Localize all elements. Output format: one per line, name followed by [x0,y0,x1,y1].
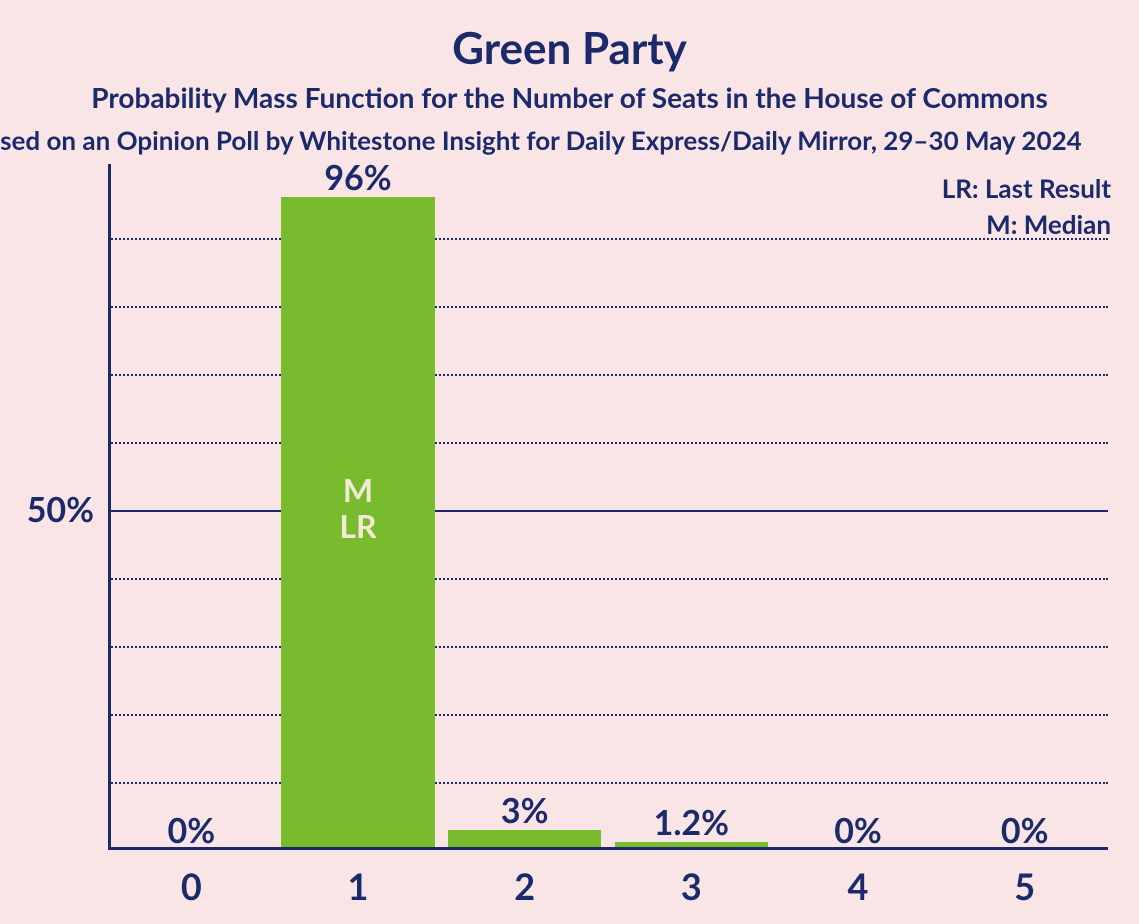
gridline-minor [108,442,1108,444]
bar-value-label: 0% [108,810,275,851]
gridline-minor [108,238,1108,240]
x-axis-tick-label: 5 [941,864,1108,908]
x-axis-tick-label: 4 [775,864,942,908]
gridline-minor [108,782,1108,784]
bar-value-label: 0% [775,810,942,851]
chart-title: Green Party [0,22,1139,74]
plot-area: 0%0MLR96%13%21.2%30%40%5 [108,170,1108,850]
bar-marker-line: M [281,472,434,509]
bar-marker-label: MLR [281,472,434,546]
x-axis-tick-label: 0 [108,864,275,908]
chart-canvas: © 2024 Filip van Laenen Green Party Prob… [0,0,1139,924]
gridline-minor [108,374,1108,376]
bar-marker-line: LR [281,508,434,545]
gridline-minor [108,646,1108,648]
bar-value-label: 3% [441,790,608,831]
x-axis-tick-label: 3 [608,864,775,908]
gridline-major [108,510,1108,512]
chart-subtitle: Probability Mass Function for the Number… [0,80,1139,114]
gridline-minor [108,714,1108,716]
bar-value-label: 0% [941,810,1108,851]
x-axis-tick-label: 2 [441,864,608,908]
bar-value-label: 96% [275,157,442,198]
gridline-minor [108,578,1108,580]
gridline-minor [108,306,1108,308]
y-axis-tick-label: 50% [0,489,94,530]
bar-value-label: 1.2% [608,802,775,843]
x-axis-tick-label: 1 [275,864,442,908]
bar: MLR [281,197,434,850]
chart-source: Based on an Opinion Poll by Whitestone I… [0,124,1139,156]
y-axis [108,164,111,850]
x-axis [108,847,1108,850]
